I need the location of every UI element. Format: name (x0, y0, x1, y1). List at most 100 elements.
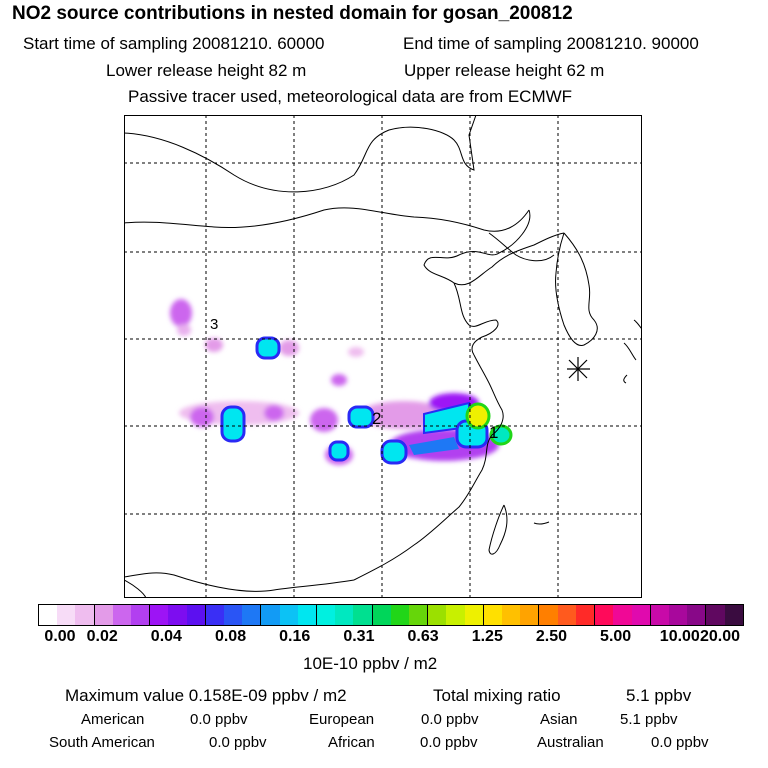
colorbar-tick-label: 0.04 (150, 628, 182, 645)
plume-west-lobe-2 (264, 405, 284, 421)
coast-korea (555, 232, 598, 346)
upper-release-height: Upper release height 62 m (404, 61, 605, 80)
colorbar-tick-label: 0.16 (279, 628, 311, 645)
plume-3-tail (205, 338, 223, 352)
colorbar-segment (557, 605, 576, 625)
plume-3-core (170, 299, 192, 327)
colorbar-segment (112, 605, 132, 625)
hotspot-west (220, 405, 246, 443)
total-mixing-value: 5.1 ppbv (626, 686, 692, 705)
african-label: African (328, 734, 375, 751)
colorbar-segment (168, 605, 187, 625)
colorbar-segment (297, 605, 318, 625)
colorbar-tick-label: 0.02 (86, 628, 118, 645)
colorbar-segment (186, 605, 206, 625)
colorbar-segment (595, 605, 614, 625)
border-northeast (423, 209, 531, 284)
asian-label: Asian (540, 711, 578, 728)
colorbar-segment (631, 605, 651, 625)
colorbar (38, 604, 744, 626)
coast-shandong (453, 282, 499, 356)
australian-value: 0.0 ppbv (651, 734, 709, 751)
plume-central-lobe (310, 408, 338, 432)
colorbar-tick-label: 0.00 (44, 628, 76, 645)
colorbar-tick-label: 1.25 (471, 628, 503, 645)
source-label-2: 2 (372, 409, 381, 428)
coast-korea-north (488, 232, 555, 262)
colorbar-tick-label: 0.63 (407, 628, 439, 645)
colorbar-segment (502, 605, 521, 625)
colorbar-segment (575, 605, 596, 625)
hotspot-northwest (255, 336, 281, 360)
hotspot-south (328, 440, 350, 462)
colorbar-tick-label: 2.50 (535, 628, 568, 645)
coast-bohai (453, 232, 565, 286)
colorbar-segment (75, 605, 95, 625)
end-time: End time of sampling 20081210. 90000 (403, 34, 699, 53)
colorbar-segment (409, 605, 429, 625)
star-marker (567, 357, 590, 381)
map-frame (124, 115, 642, 598)
american-value: 0.0 ppbv (190, 711, 248, 728)
start-time: Start time of sampling 20081210. 60000 (23, 34, 325, 53)
colorbar-segment (279, 605, 298, 625)
colorbar-segment (261, 605, 280, 625)
island-small (533, 521, 550, 525)
tracer-note: Passive tracer used, meteorological data… (128, 87, 573, 106)
map-svg: 3 2 1 (124, 115, 642, 598)
coast-east-china (353, 354, 504, 581)
plot-title: NO2 source contributions in nested domai… (12, 3, 573, 24)
american-label: American (81, 711, 145, 728)
african-value: 0.0 ppbv (420, 734, 478, 751)
border-south (124, 572, 355, 592)
colorbar-segment (483, 605, 503, 625)
colorbar-tick-label: 10.00 (659, 628, 700, 645)
lower-release-height: Lower release height 82 m (106, 61, 307, 80)
coastlines (124, 115, 642, 598)
colorbar-tick-label: 0.31 (343, 628, 375, 645)
colorbar-segment (539, 605, 558, 625)
colorbar-segment (613, 605, 632, 625)
australian-label: Australian (537, 734, 604, 751)
colorbar-segment (224, 605, 243, 625)
colorbar-segment (446, 605, 465, 625)
european-label: European (309, 711, 375, 728)
colorbar-segment (205, 605, 225, 625)
plume-upper-east (279, 340, 299, 356)
hotspot-center (347, 405, 375, 429)
south-american-label: South American (49, 734, 155, 751)
colorbar-segment (650, 605, 669, 625)
plume-faint-center (348, 347, 364, 357)
colorbar-segment (242, 605, 262, 625)
colorbar-segment (520, 605, 540, 625)
coast-japan-1 (623, 342, 637, 361)
colorbar-segment (335, 605, 354, 625)
gridlines (124, 115, 642, 598)
colorbar-segment (317, 605, 336, 625)
colorbar-segment (428, 605, 447, 625)
colorbar-segment (39, 605, 58, 625)
max-value: Maximum value 0.158E-09 ppbv / m2 (65, 686, 347, 705)
colorbar-segment (724, 605, 743, 625)
south-american-value: 0.0 ppbv (209, 734, 267, 751)
colorbar-segment (390, 605, 410, 625)
colorbar-tick-label: 0.08 (214, 628, 247, 645)
plume-small-center (331, 374, 347, 386)
hotspot-gosan (489, 424, 513, 446)
hotspot-peak (465, 402, 491, 430)
hotspot-east-band (409, 437, 459, 455)
source-label-1: 1 (489, 423, 498, 442)
colorbar-segment (668, 605, 688, 625)
plume-3-mid (177, 324, 191, 336)
colorbar-segment (464, 605, 484, 625)
colorbar-segment (372, 605, 391, 625)
colorbar-segment (687, 605, 707, 625)
concentration-field (170, 299, 513, 465)
asian-value: 5.1 ppbv (620, 711, 678, 728)
coast-japan-2 (623, 374, 628, 384)
map-background (124, 115, 642, 598)
border-mongolia (124, 115, 477, 193)
coast-southwest (124, 579, 147, 598)
coast-taiwan (488, 504, 508, 555)
total-mixing-label: Total mixing ratio (433, 686, 561, 705)
